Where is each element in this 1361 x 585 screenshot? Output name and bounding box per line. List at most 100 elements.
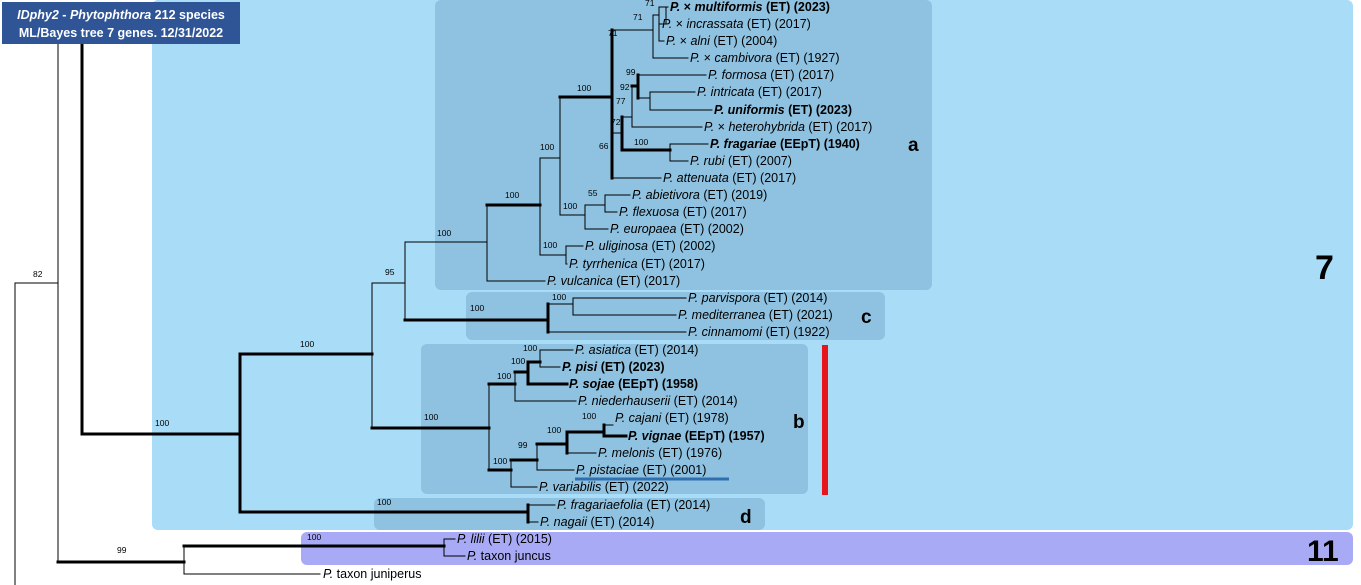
taxon-suffix: (ET) (2022) <box>601 480 668 494</box>
header-line-1: IDphy2 - Phytophthora 212 species <box>2 6 240 24</box>
taxon-genus: P. <box>632 188 646 202</box>
taxon-genus: P. <box>666 34 680 48</box>
taxon-suffix: (EEpT) (1957) <box>681 429 764 443</box>
hybrid-sign: × <box>676 17 687 31</box>
taxon-epithet: lilii <box>471 532 486 546</box>
taxon-cinnamomi: P. cinnamomi (ET) (1922) <box>688 325 830 339</box>
clade-label-a: a <box>908 135 919 156</box>
taxon-epithet: vulcanica <box>561 274 613 288</box>
taxon-variabilis: P. variabilis (ET) (2022) <box>539 480 669 494</box>
taxon-genus: P. <box>575 343 589 357</box>
taxon-genus: P. <box>610 222 624 236</box>
taxon-niederhauserii: P. niederhauserii (ET) (2014) <box>578 394 738 408</box>
support-value: 72 <box>611 117 621 127</box>
taxon-tyrrhenica: P. tyrrhenica (ET) (2017) <box>569 257 705 271</box>
taxon-genus: P. <box>710 137 724 151</box>
support-value: 100 <box>511 356 525 366</box>
taxon-uliginosa: P. uliginosa (ET) (2002) <box>585 239 715 253</box>
taxon-genus: P. <box>569 257 583 271</box>
taxon-suffix: (ET) (2017) <box>729 171 796 185</box>
taxon-epithet: abietivora <box>646 188 700 202</box>
taxon-genus: P. <box>457 532 471 546</box>
header-genus: Phytophthora <box>69 8 152 22</box>
support-value: 100 <box>552 292 566 302</box>
taxon-genus: P. <box>704 120 718 134</box>
support-value: 100 <box>505 190 519 200</box>
taxon-genus: P. <box>576 463 590 477</box>
taxon-mediterranea: P. mediterranea (ET) (2021) <box>678 308 833 322</box>
support-value: 100 <box>523 343 537 353</box>
taxon-asiatica: P. asiatica (ET) (2014) <box>575 343 698 357</box>
taxon-genus: P. <box>708 68 722 82</box>
taxon-epithet: mediterranea <box>692 308 766 322</box>
taxon-epithet: alni <box>690 34 711 48</box>
taxon-europaea: P. europaea (ET) (2002) <box>610 222 744 236</box>
taxon-genus: P. <box>578 394 592 408</box>
taxon-epithet: asiatica <box>589 343 631 357</box>
taxon-sojae: P. sojae (EEpT) (1958) <box>569 377 698 391</box>
taxon-epithet: tyrrhenica <box>583 257 638 271</box>
taxon-pisi: P. pisi (ET) (2023) <box>562 360 665 374</box>
support-value: 71 <box>608 28 618 38</box>
taxon-suffix: (ET) (2023) <box>785 103 852 117</box>
taxon-suffix: (ET) (2017) <box>754 85 821 99</box>
clade-label-7: 7 <box>1315 249 1334 287</box>
support-value: 99 <box>117 545 127 555</box>
taxon-cajani: P. cajani (ET) (1978) <box>615 411 729 425</box>
taxon-epithet: flexuosa <box>633 205 680 219</box>
taxon-epithet: vignae <box>642 429 682 443</box>
taxon-suffix: (ET) (2002) <box>648 239 715 253</box>
taxon-epithet: incrassata <box>686 17 743 31</box>
taxon-epithet: parvispora <box>701 291 760 305</box>
taxon-formosa: P. formosa (ET) (2017) <box>708 68 834 82</box>
taxon-suffix: (ET) (2017) <box>805 120 872 134</box>
taxon-genus: P. <box>690 154 704 168</box>
taxon-suffix: (ET) (2015) <box>485 532 552 546</box>
taxon-lilii: P. lilii (ET) (2015) <box>457 532 552 546</box>
highlight-bar <box>822 345 828 495</box>
taxon-epithet: cinnamomi <box>702 325 764 339</box>
taxon-epithet: pistaciae <box>589 463 639 477</box>
taxon-suffix: (ET) (1927) <box>772 51 839 65</box>
taxon-genus: P. <box>598 446 612 460</box>
taxon-genus: P. <box>562 360 576 374</box>
taxon-epithet: fragariae <box>724 137 777 151</box>
taxon-genus: P. <box>670 0 684 14</box>
taxon-epithet: intricata <box>711 85 755 99</box>
taxon-epithet: rubi <box>704 154 726 168</box>
support-value: 100 <box>582 411 596 421</box>
taxon-suffix: (ET) (2019) <box>700 188 767 202</box>
taxon-flexuosa: P. flexuosa (ET) (2017) <box>619 205 747 219</box>
taxon-genus: P. <box>688 325 702 339</box>
taxon-suffix: (ET) (2014) <box>760 291 827 305</box>
taxon-suffix: (ET) (2021) <box>765 308 832 322</box>
taxon-juncus: P. taxon juncus <box>467 549 551 563</box>
taxon-epithet: uniformis <box>728 103 785 117</box>
tree-header: IDphy2 - Phytophthora 212 species ML/Bay… <box>2 2 240 44</box>
taxon-epithet: nagaii <box>554 515 589 529</box>
taxon-genus: P. <box>540 515 554 529</box>
taxon-genus: P. <box>714 103 728 117</box>
support-value: 100 <box>634 137 648 147</box>
support-value: 100 <box>155 418 169 428</box>
support-value: 71 <box>645 0 655 8</box>
taxon-genus: P. <box>467 549 481 563</box>
taxon-epithet: sojae <box>583 377 615 391</box>
hybrid-sign: × <box>718 120 729 134</box>
taxon-epithet: niederhauserii <box>592 394 672 408</box>
taxon-rubi: P. rubi (ET) (2007) <box>690 154 792 168</box>
taxon-alni: P. × alni (ET) (2004) <box>666 34 777 48</box>
header-count: 212 species <box>151 8 225 22</box>
header-dash: - <box>58 8 70 22</box>
taxon-suffix: (ET) (2023) <box>597 360 664 374</box>
support-value: 100 <box>300 339 314 349</box>
clade-label-c: c <box>861 307 872 328</box>
taxon-suffix: (ET) (2017) <box>679 205 746 219</box>
support-value: 100 <box>493 456 507 466</box>
taxon-epithet: multiformis <box>694 0 762 14</box>
taxon-uniformis: P. uniformis (ET) (2023) <box>714 103 852 117</box>
taxon-genus: P. <box>628 429 642 443</box>
taxon-suffix: (ET) (1978) <box>661 411 728 425</box>
support-value: 100 <box>307 532 321 542</box>
